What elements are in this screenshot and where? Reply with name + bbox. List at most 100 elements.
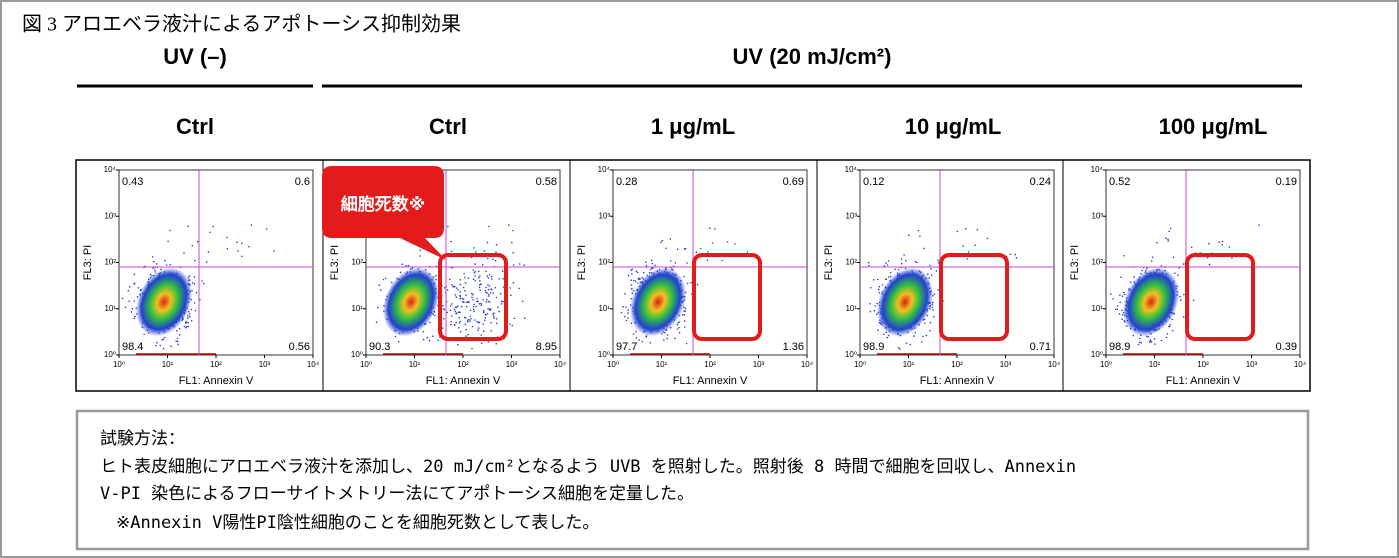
y-tick-label: 10¹ <box>104 304 116 313</box>
event-dot <box>686 262 688 264</box>
event-dot <box>121 297 124 300</box>
event-dot <box>1147 336 1150 338</box>
event-dot <box>480 342 483 345</box>
event-dot <box>485 286 487 289</box>
event-dot <box>479 289 481 291</box>
callout: 細胞死数※ <box>322 166 446 260</box>
event-dot <box>620 311 623 314</box>
event-dot <box>453 324 456 326</box>
event-dot <box>869 303 871 305</box>
event-dot <box>905 342 908 344</box>
event-dot <box>1228 246 1231 248</box>
event-dot <box>405 265 407 267</box>
event-dot <box>876 278 879 281</box>
event-dot <box>151 256 154 258</box>
event-dot <box>877 288 880 291</box>
event-dot <box>502 278 505 280</box>
x-axis-label: FL1: Annexin V <box>673 375 748 387</box>
event-dot <box>1149 340 1152 342</box>
event-dot <box>523 317 526 320</box>
quadrant-percent: 0.58 <box>536 176 557 188</box>
event-dot <box>1138 337 1141 340</box>
event-dot <box>734 243 736 245</box>
event-dot <box>419 249 422 252</box>
event-dot <box>933 293 936 295</box>
event-dot <box>1123 255 1125 257</box>
event-dot <box>1183 293 1185 296</box>
event-dot <box>1121 318 1123 321</box>
event-dot <box>475 305 478 308</box>
event-dot <box>624 292 626 295</box>
y-tick-label: 10² <box>598 258 610 267</box>
event-dot <box>478 286 481 289</box>
event-dot <box>929 329 931 332</box>
event-dot <box>467 277 470 280</box>
event-dot <box>625 319 628 322</box>
method-heading: 試験方法： <box>100 429 185 449</box>
event-dot <box>448 278 451 281</box>
event-dot <box>888 276 890 278</box>
event-dot <box>473 247 475 249</box>
event-dot <box>1160 265 1163 267</box>
event-dot <box>1165 237 1167 240</box>
x-tick-label: 10¹ <box>1149 360 1161 369</box>
x-tick-label: 10² <box>1197 360 1209 369</box>
event-dot <box>974 244 977 247</box>
event-dot <box>634 280 637 283</box>
event-dot <box>451 315 453 317</box>
event-dot <box>450 250 453 253</box>
event-dot <box>887 260 890 262</box>
event-dot <box>248 245 250 248</box>
event-dot <box>471 292 473 295</box>
event-dot <box>490 288 492 291</box>
event-dot <box>446 311 449 314</box>
event-dot <box>451 303 453 305</box>
event-dot <box>434 314 436 317</box>
panel-label: 100 μg/mL <box>1159 114 1268 139</box>
event-dot <box>1150 260 1153 262</box>
event-dot <box>495 343 498 345</box>
event-dot <box>179 334 181 336</box>
event-dot <box>1179 299 1182 301</box>
event-dot <box>631 292 634 295</box>
x-tick-label: 10¹ <box>656 360 668 369</box>
event-dot <box>178 327 181 330</box>
event-dot <box>501 270 504 272</box>
event-dot <box>886 264 889 266</box>
quadrant-percent: 0.39 <box>1276 341 1297 353</box>
event-dot <box>165 264 168 266</box>
y-tick-label: 10⁰ <box>351 350 363 359</box>
event-dot <box>1169 324 1171 326</box>
event-dot <box>632 279 635 282</box>
event-dot <box>494 259 497 262</box>
event-dot <box>746 251 749 253</box>
event-dot <box>189 315 191 318</box>
event-dot <box>474 319 476 321</box>
event-dot <box>149 273 152 276</box>
event-dot <box>1112 298 1114 300</box>
event-dot <box>635 337 638 339</box>
event-dot <box>482 311 485 313</box>
event-dot <box>686 282 689 285</box>
event-dot <box>190 320 193 322</box>
quadrant-percent: 0.52 <box>1109 176 1130 188</box>
event-dot <box>468 301 470 303</box>
event-dot <box>1208 263 1211 266</box>
event-dot <box>209 231 211 234</box>
event-dot <box>478 303 481 305</box>
event-dot <box>518 287 520 290</box>
event-dot <box>1182 263 1185 265</box>
event-dot <box>193 276 196 278</box>
x-tick-label: 10³ <box>506 360 518 369</box>
event-dot <box>903 254 905 256</box>
event-dot <box>1174 272 1176 275</box>
event-dot <box>1014 253 1016 256</box>
event-dot <box>1154 343 1156 345</box>
panel-label: Ctrl <box>176 114 214 139</box>
event-dot <box>156 263 158 265</box>
event-dot <box>453 308 456 311</box>
event-dot <box>390 281 393 284</box>
event-dot <box>394 335 397 338</box>
event-dot <box>627 312 629 314</box>
